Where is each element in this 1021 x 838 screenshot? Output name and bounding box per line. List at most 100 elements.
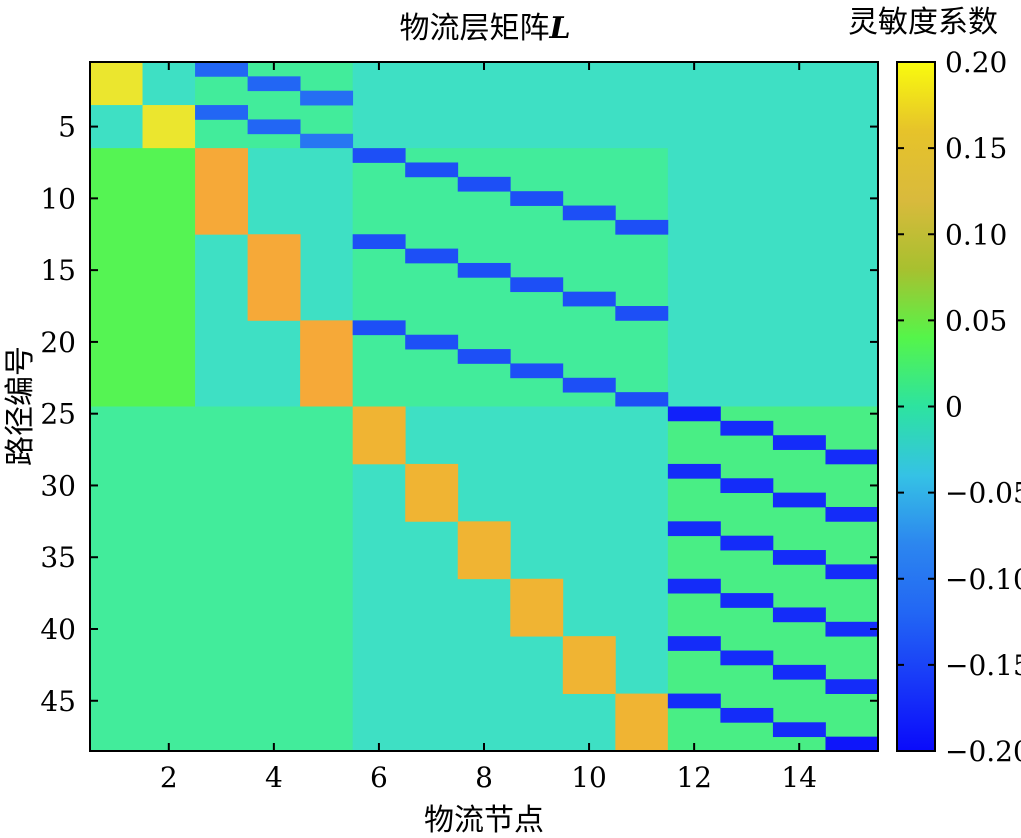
y-tick-label: 40 — [40, 613, 76, 646]
heatmap-cell-21 — [457, 176, 511, 192]
heatmap-cell-10 — [247, 119, 301, 135]
heatmap-cell-27 — [457, 262, 511, 278]
heatmap-cell-20 — [405, 162, 459, 178]
heatmap-cell-50 — [667, 463, 721, 479]
heatmap-cell-37 — [90, 406, 354, 752]
heatmap-cell-3 — [142, 105, 196, 149]
colorbar-tick-label: 0 — [945, 391, 963, 424]
heatmap-cell-54 — [667, 521, 721, 537]
heatmap-cell-24 — [615, 219, 669, 235]
colorbar-label: 灵敏度系数 — [848, 5, 998, 40]
heatmap-cell-51 — [720, 478, 774, 494]
heatmap-cell-23 — [562, 205, 616, 221]
heatmap-cell-60 — [772, 607, 826, 623]
chart-title: 物流层矩阵L — [399, 11, 570, 46]
heatmap-cells — [90, 62, 879, 752]
heatmap-cell-16 — [300, 320, 354, 407]
heatmap-cell-15 — [247, 234, 301, 321]
y-axis-label: 路径编号 — [3, 346, 38, 466]
colorbar-tick-label: 0.15 — [945, 132, 1007, 165]
heatmap-cell-28 — [510, 277, 564, 293]
chart-title-symbol: L — [548, 11, 570, 46]
heatmap-cell-26 — [405, 248, 459, 264]
heatmap-cell-59 — [720, 593, 774, 608]
heatmap-cell-46 — [667, 406, 721, 422]
heatmap-cell-43 — [562, 636, 616, 694]
x-tick-label: 4 — [265, 761, 283, 794]
y-tick-label: 45 — [40, 685, 76, 718]
heatmap-cell-65 — [825, 679, 879, 694]
colorbar-tick-label: 0.10 — [945, 218, 1007, 251]
x-tick-label: 8 — [475, 761, 493, 794]
heatmap-cell-40 — [405, 463, 459, 522]
heatmap-cell-39 — [352, 406, 406, 465]
heatmap-cell-8 — [300, 90, 354, 106]
heatmap-cell-9 — [195, 105, 248, 120]
heatmap-cell-63 — [720, 650, 774, 666]
heatmap-cell-47 — [720, 420, 774, 436]
y-tick-label: 5 — [58, 111, 76, 144]
heatmap-cell-2 — [90, 105, 143, 149]
heatmap-cell-5 — [352, 62, 879, 149]
heatmap-cell-62 — [667, 636, 721, 651]
heatmap-cell-32 — [405, 334, 459, 350]
heatmap-cell-25 — [352, 234, 406, 249]
heatmap-cell-53 — [825, 506, 879, 522]
y-tick-label: 35 — [40, 541, 76, 574]
y-axis: 5 10 15 20 25 30 35 40 45 — [40, 111, 878, 718]
heatmap-cell-44 — [615, 693, 669, 752]
heatmap-cell-19 — [352, 148, 406, 163]
colorbar-tick-label: −0.05 — [945, 477, 1021, 510]
heatmap-cell-35 — [562, 377, 616, 393]
heatmap-cell-64 — [772, 664, 826, 680]
x-tick-label: 2 — [160, 761, 178, 794]
heatmap-cell-56 — [772, 550, 826, 565]
heatmap-cell-31 — [352, 320, 406, 336]
heatmap-cell-36 — [615, 392, 669, 407]
heatmap-cell-61 — [825, 621, 879, 637]
y-tick-label: 15 — [40, 254, 76, 287]
x-tick-label: 10 — [571, 761, 607, 794]
heatmap-cell-7 — [247, 76, 301, 92]
y-tick-label: 20 — [40, 326, 76, 359]
colorbar-tick-label: 0.20 — [945, 46, 1007, 79]
heatmap-cell-29 — [562, 291, 616, 307]
x-tick-label: 12 — [676, 761, 712, 794]
heatmap-cell-42 — [510, 578, 564, 637]
heatmap-cell-30 — [615, 306, 669, 321]
x-tick-label: 6 — [370, 761, 388, 794]
heatmap-cell-22 — [510, 191, 564, 206]
colorbar-tick-label: 0.05 — [945, 304, 1007, 337]
colorbar-ticks: 0.20 0.15 0.10 0.05 0 −0.05 −0.10 −0.15 −0.20 — [897, 46, 1021, 768]
heatmap-cell-41 — [457, 521, 511, 580]
colorbar-tick-label: −0.20 — [945, 735, 1021, 768]
heatmap-cell-57 — [825, 564, 879, 580]
heatmap-cell-34 — [510, 363, 564, 379]
y-tick-label: 30 — [40, 469, 76, 502]
heatmap-cell-18 — [667, 148, 879, 407]
chart-title-text: 物流层矩阵 — [399, 11, 549, 46]
heatmap-cell-11 — [300, 133, 354, 149]
y-tick-label: 10 — [40, 182, 76, 215]
colorbar-tick-label: −0.15 — [945, 649, 1021, 682]
heatmap-cell-66 — [667, 693, 721, 709]
heatmap-cell-33 — [457, 349, 511, 364]
colorbar-tick-label: −0.10 — [945, 563, 1021, 596]
heatmap-cell-6 — [195, 62, 248, 77]
heatmap-cell-55 — [720, 535, 774, 551]
heatmap-cell-14 — [195, 148, 248, 235]
x-tick-label: 14 — [781, 761, 817, 794]
heatmap-cell-68 — [772, 722, 826, 738]
heatmap-cell-69 — [825, 736, 879, 752]
y-tick-label: 25 — [40, 398, 76, 431]
heatmap-cell-0 — [90, 62, 143, 106]
x-axis: 2 4 6 8 10 12 14 — [160, 62, 817, 794]
heatmap-cell-48 — [772, 435, 826, 450]
heatmap-cell-49 — [825, 449, 879, 465]
heatmap-cell-12 — [90, 148, 196, 407]
heatmap-cell-58 — [667, 578, 721, 594]
heatmap-cell-52 — [772, 492, 826, 508]
heatmap-cell-67 — [720, 707, 774, 723]
x-axis-label: 物流节点 — [424, 803, 544, 838]
